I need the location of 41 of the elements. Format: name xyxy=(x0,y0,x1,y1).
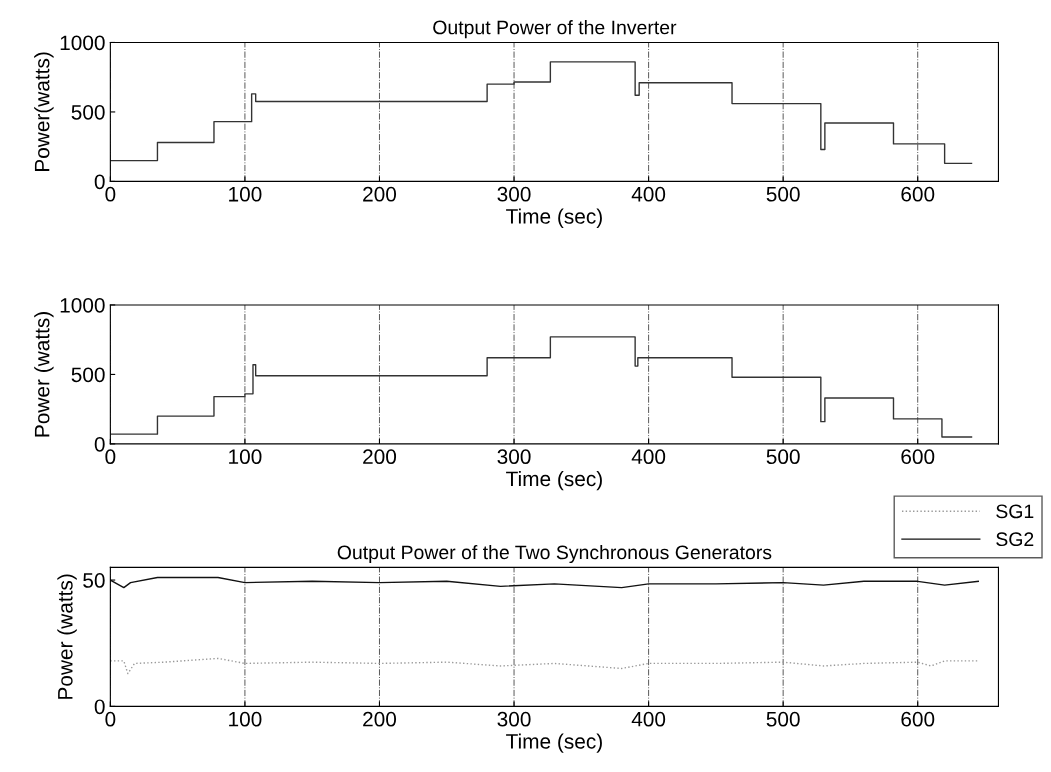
x-tick-label: 400 xyxy=(631,449,666,465)
x-tick-label: 300 xyxy=(497,711,531,727)
x-axis-title: Time (sec) xyxy=(506,208,602,228)
x-axis-title: Time (sec) xyxy=(506,733,602,753)
chart-title: Output Power of the Two Synchronous Generators xyxy=(337,545,772,564)
line-series xyxy=(110,657,979,675)
x-tick-label: 300 xyxy=(497,186,531,202)
y-tick-label: 50 xyxy=(83,573,105,588)
x-tick-label: 200 xyxy=(363,711,397,727)
x-tick-label: 300 xyxy=(497,449,531,465)
legend-label: SG2 xyxy=(996,532,1034,547)
x-tick-label: 0 xyxy=(105,449,116,465)
x-tick-label: 400 xyxy=(631,186,666,202)
y-tick-label: 0 xyxy=(94,174,105,190)
x-tick-label: 100 xyxy=(229,711,262,727)
y-tick-label: 1000 xyxy=(60,297,105,313)
legend-label: SG1 xyxy=(996,504,1034,519)
y-tick-label: 0 xyxy=(94,699,105,715)
x-tick-label: 0 xyxy=(105,186,116,202)
y-tick-label: 1000 xyxy=(60,35,105,51)
x-tick-label: 100 xyxy=(229,186,262,202)
y-tick-label: 500 xyxy=(71,367,105,383)
x-tick-label: 500 xyxy=(766,186,800,202)
x-tick-label: 600 xyxy=(901,186,935,202)
y-tick-label: 500 xyxy=(71,104,105,120)
x-tick-label: 0 xyxy=(105,711,116,727)
y-tick-label: 0 xyxy=(94,436,105,452)
x-tick-label: 100 xyxy=(229,449,262,465)
x-tick-label: 400 xyxy=(631,711,666,727)
y-axis-title: Power (watts) xyxy=(34,312,54,437)
x-tick-label: 200 xyxy=(363,186,397,202)
x-tick-label: 200 xyxy=(363,449,397,465)
x-tick-label: 500 xyxy=(766,711,800,727)
line-series xyxy=(110,576,979,589)
chart-title: Output Power of the Inverter xyxy=(433,20,677,39)
x-tick-label: 600 xyxy=(901,449,935,465)
y-axis-title: Power (watts) xyxy=(57,574,77,699)
x-tick-label: 600 xyxy=(901,711,935,727)
x-axis-title: Time (sec) xyxy=(506,470,602,491)
y-axis-title: Power(watts) xyxy=(34,52,54,171)
x-tick-label: 500 xyxy=(766,449,800,465)
